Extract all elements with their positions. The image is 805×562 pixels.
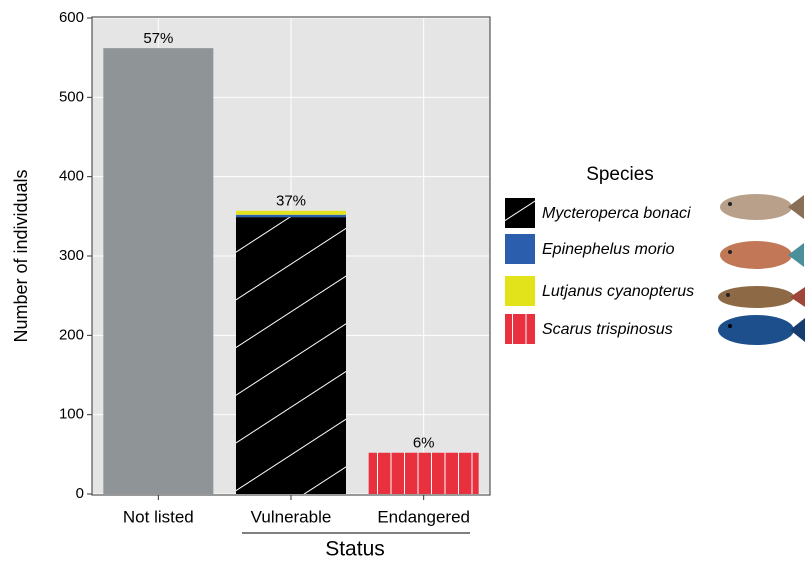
y-tick-label: 500 <box>59 88 84 105</box>
bar-segment <box>368 452 479 494</box>
y-tick-label: 0 <box>76 485 84 502</box>
y-tick-label: 300 <box>59 247 84 264</box>
y-tick-label: 600 <box>59 9 84 26</box>
fish-icon <box>720 194 804 220</box>
bar-segment <box>236 210 346 215</box>
legend-swatch <box>505 276 535 306</box>
fish-icon <box>718 315 805 345</box>
legend-swatch <box>505 198 535 228</box>
legend-label: Mycteroperca bonaci <box>542 205 691 222</box>
x-tick-label: Not listed <box>123 507 194 526</box>
bar-label: 57% <box>143 30 173 47</box>
legend-swatch <box>505 234 535 264</box>
legend-label: Lutjanus cyanopterus <box>542 283 694 300</box>
bar-segment <box>103 48 214 494</box>
fish-icon <box>720 241 804 269</box>
fish-icon <box>718 286 805 308</box>
bar-label: 6% <box>413 435 435 452</box>
bar-label: 37% <box>276 193 306 210</box>
legend-label: Epinephelus morio <box>542 241 675 258</box>
bar-segment <box>236 217 346 495</box>
x-tick-label: Endangered <box>377 507 470 526</box>
y-axis-label: Number of individuals <box>11 169 31 342</box>
y-tick-label: 400 <box>59 168 84 185</box>
x-tick-label: Vulnerable <box>251 507 332 526</box>
x-axis-label: Status <box>325 538 385 561</box>
y-tick-label: 200 <box>59 326 84 343</box>
legend-title: Species <box>586 164 654 185</box>
y-tick-label: 100 <box>59 406 84 423</box>
fish-icons <box>718 194 805 345</box>
legend-label: Scarus trispinosus <box>542 321 673 338</box>
legend-swatch <box>505 314 535 344</box>
bar-segment <box>236 214 346 218</box>
